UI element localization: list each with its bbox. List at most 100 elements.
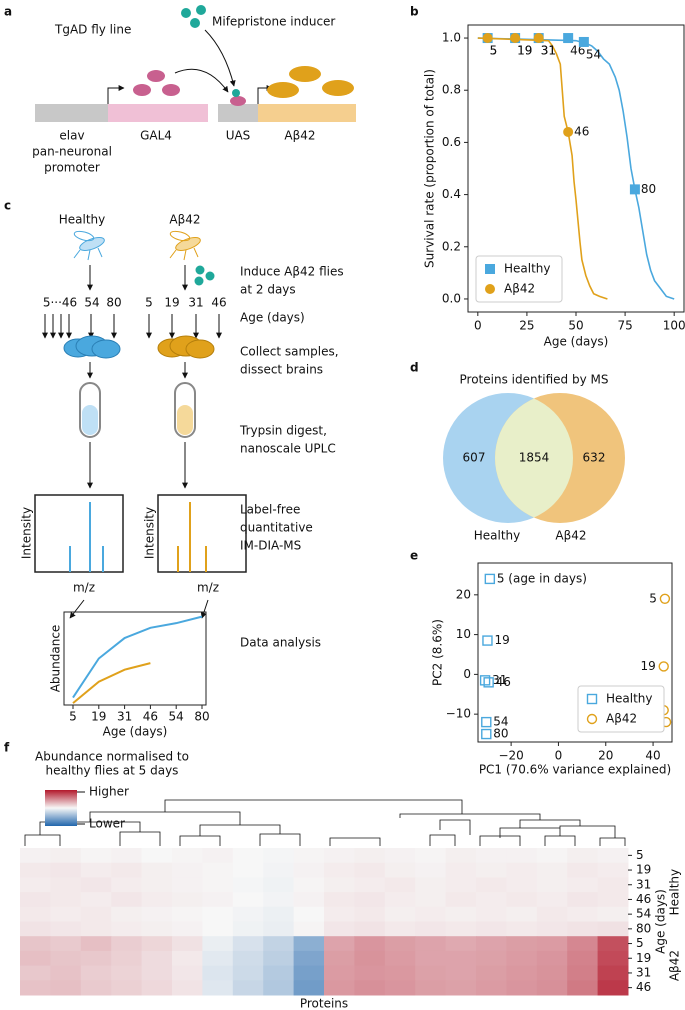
- heatmap-cell: [111, 950, 143, 967]
- heatmap-cell: [324, 950, 355, 967]
- colorbar-label: Higher: [89, 785, 129, 799]
- heatmap-cell: [141, 906, 173, 922]
- heatmap-cell: [445, 965, 477, 981]
- heatmap-cell: [324, 892, 355, 908]
- marker: [658, 661, 669, 672]
- heatmap-cell: [384, 980, 416, 996]
- heatmap-cell: [567, 877, 599, 893]
- dendrogram-branch: [199, 824, 281, 836]
- colorbar-title: Abundance normalised to: [35, 750, 189, 764]
- heatmap-cell: [476, 980, 507, 996]
- heatmap-cell: [263, 877, 295, 893]
- heatmap-cell: [476, 848, 507, 864]
- heatmap-cell: [80, 848, 112, 864]
- legend-label: Aβ42: [606, 712, 637, 726]
- row-label: 19: [636, 863, 651, 877]
- y-tick-label: 20: [456, 587, 471, 601]
- heatmap-cell: [476, 906, 507, 922]
- heatmap-cell: [293, 906, 325, 922]
- heatmap-cell: [80, 921, 112, 937]
- age-label: 31: [188, 296, 203, 310]
- abeta-protein: [289, 66, 321, 82]
- venn-label: Healthy: [474, 529, 521, 543]
- group-label: Aβ42: [169, 213, 200, 227]
- legend-label: Healthy: [606, 692, 653, 706]
- heatmap-cell: [20, 936, 51, 952]
- heatmap-cell: [232, 906, 264, 922]
- heatmap-cell: [141, 980, 173, 996]
- x-axis-label: Age (days): [544, 335, 609, 349]
- panel-label: a: [4, 5, 12, 19]
- step-label: dissect brains: [240, 363, 323, 377]
- heatmap-cell: [567, 906, 599, 922]
- heatmap-cell: [354, 965, 386, 981]
- heatmap-cell: [597, 906, 629, 922]
- heatmap-cell: [141, 965, 173, 981]
- heatmap-cell: [354, 936, 386, 952]
- point-label: 19: [494, 633, 509, 647]
- abeta-protein: [267, 82, 299, 98]
- heatmap-cell: [232, 848, 264, 864]
- heatmap-cell: [20, 892, 51, 908]
- heatmap-cell: [324, 862, 355, 878]
- heatmap-cell: [384, 848, 416, 864]
- panel-label: f: [4, 741, 10, 755]
- panel-label: c: [4, 199, 11, 213]
- heatmap-cell: [476, 950, 507, 967]
- heatmap-cell: [293, 877, 325, 893]
- heatmap-cell: [415, 950, 447, 967]
- data-label: 31: [541, 44, 556, 58]
- marker: [481, 716, 492, 728]
- heatmap-cell: [50, 892, 82, 908]
- fly-wing: [73, 230, 95, 242]
- heatmap-cell: [80, 906, 112, 922]
- heatmap-cell: [232, 921, 264, 937]
- axis-label: Intensity: [20, 507, 34, 559]
- axis-label: Intensity: [143, 507, 157, 559]
- heatmap-cell: [536, 862, 568, 878]
- heatmap-cell: [20, 921, 51, 937]
- tube-liquid: [82, 405, 98, 435]
- binding-arrow: [204, 29, 236, 87]
- heatmap-cell: [506, 980, 538, 996]
- diagram-label: Mifepristone inducer: [212, 15, 335, 29]
- marker: [484, 573, 496, 585]
- heatmap-cell: [202, 877, 234, 893]
- construct-diagram: [35, 5, 356, 122]
- row-label: 46: [636, 892, 651, 906]
- heatmap-cell: [415, 906, 447, 922]
- inducer-dot: [190, 18, 200, 28]
- step-label: nanoscale UPLC: [240, 442, 336, 456]
- heatmap-cell: [293, 980, 325, 996]
- heatmap-cell: [20, 877, 51, 893]
- x-axis-label: Age (days): [103, 725, 168, 739]
- heatmap-cell: [80, 862, 112, 878]
- heatmap-cell: [50, 965, 82, 981]
- heatmap-cell: [202, 906, 234, 922]
- heatmap-cell: [80, 965, 112, 981]
- plot-frame: [477, 562, 673, 743]
- heatmap-cell: [263, 848, 295, 864]
- age-label: 5···46: [43, 296, 77, 310]
- legend-marker: [485, 284, 495, 294]
- heatmap-cell: [536, 892, 568, 908]
- heatmap-cell: [20, 950, 51, 967]
- heatmap-cell: [415, 892, 447, 908]
- fly-healthy: [73, 230, 105, 261]
- venn-count: 607: [463, 451, 486, 465]
- inducer-dot: [195, 265, 205, 275]
- heatmap-cell: [567, 892, 599, 908]
- y-tick-label: 1.0: [442, 31, 461, 45]
- y-tick-label: 0.0: [442, 291, 461, 305]
- age-label: 5: [145, 296, 153, 310]
- heatmap-cell: [80, 892, 112, 908]
- diagram-label: TgAD fly line: [54, 23, 131, 37]
- gal4-box: [108, 104, 208, 122]
- x-tick-label: 0: [555, 749, 563, 763]
- heatmap-cell: [232, 965, 264, 981]
- step-label: Data analysis: [240, 636, 321, 650]
- dendrogram-branch: [89, 811, 241, 825]
- y-tick-label: 0.2: [442, 239, 461, 253]
- venn-label: Aβ42: [555, 529, 586, 543]
- x-tick-label: 46: [143, 710, 158, 724]
